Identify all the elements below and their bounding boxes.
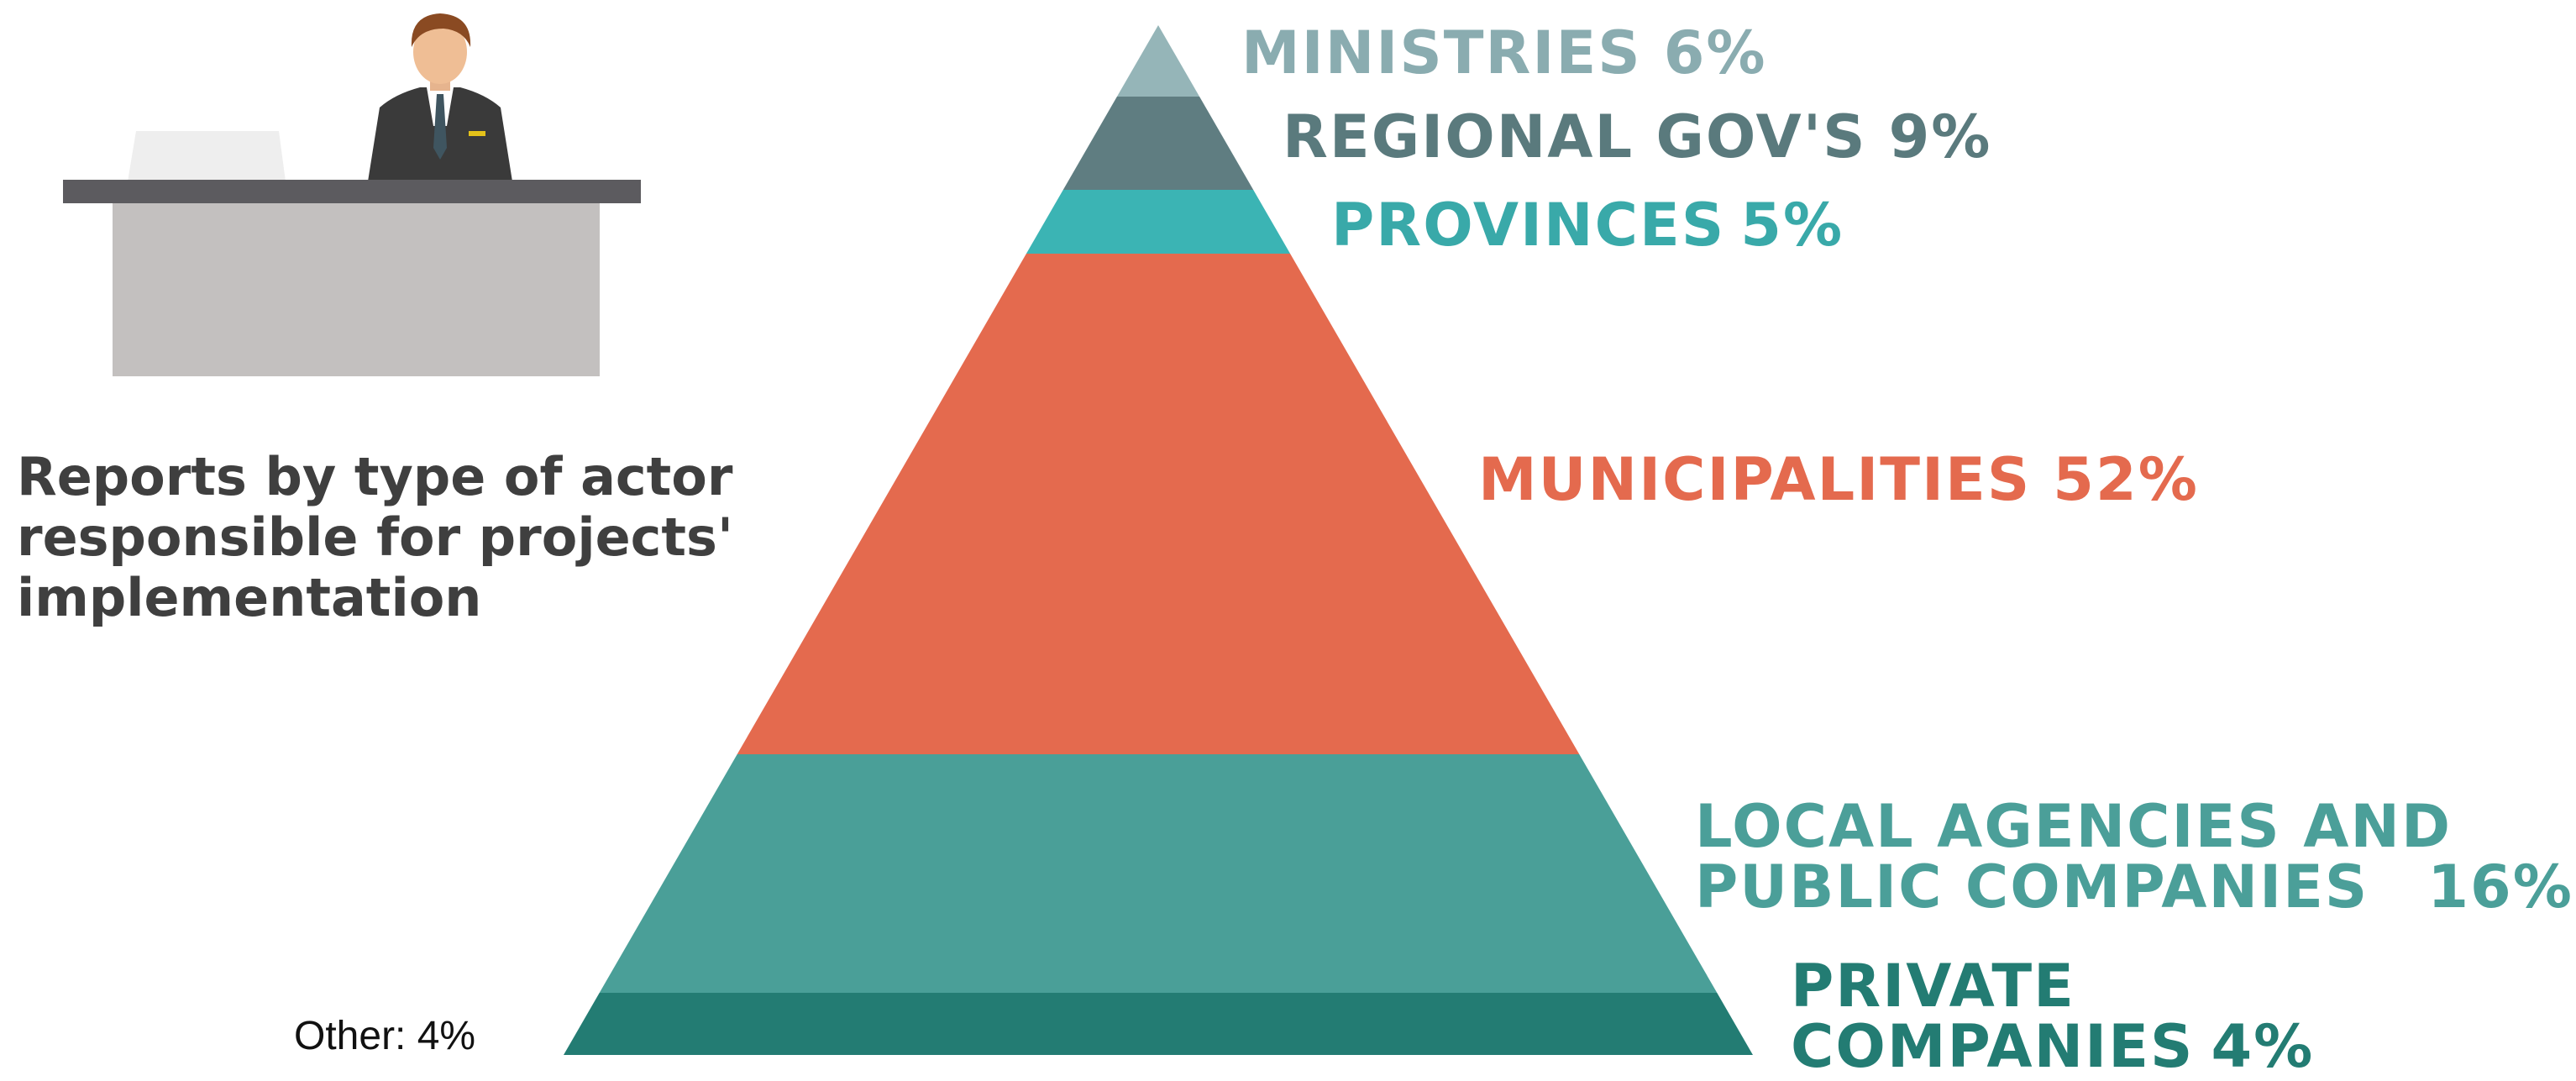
pyramid-tier-provinces bbox=[1026, 190, 1291, 254]
subtitle-line-2: responsible for projects' bbox=[17, 506, 733, 568]
pyramid-tier-local bbox=[599, 754, 1718, 993]
label-provinces-name: PROVINCES bbox=[1331, 191, 1726, 260]
clerk-face bbox=[413, 20, 467, 84]
label-provinces-value: 5% bbox=[1740, 191, 1844, 260]
clerk-badge bbox=[469, 131, 485, 136]
label-local-name-line-1: LOCAL AGENCIES AND bbox=[1695, 792, 2453, 861]
subtitle-line-1: Reports by type of actor bbox=[17, 446, 733, 507]
label-provinces: PROVINCES 5% bbox=[1331, 196, 1844, 255]
pyramid-tier-ministries bbox=[1116, 25, 1200, 97]
label-municipalities-value: 52% bbox=[2053, 445, 2199, 514]
subtitle-line-3: implementation bbox=[17, 567, 482, 628]
desk-sign bbox=[128, 131, 286, 181]
label-private-value: 4% bbox=[2211, 1012, 2315, 1081]
label-municipalities-name: MUNICIPALITIES bbox=[1478, 445, 2032, 514]
label-local-agencies: LOCAL AGENCIES AND PUBLIC COMPANIES 16% bbox=[1695, 796, 2573, 917]
label-ministries-value: 6% bbox=[1663, 18, 1767, 87]
label-municipalities: MUNICIPALITIES 52% bbox=[1478, 450, 2199, 509]
label-regional-name: REGIONAL GOV'S bbox=[1283, 102, 1867, 171]
label-private-name-line-2: COMPANIES bbox=[1791, 1012, 2195, 1081]
label-regional-value: 9% bbox=[1888, 102, 1992, 171]
label-private-name-line-1: PRIVATE bbox=[1791, 952, 2075, 1021]
desk-front bbox=[113, 203, 600, 376]
label-ministries-name: MINISTRIES bbox=[1241, 18, 1642, 87]
pyramid-tier-private bbox=[564, 993, 1753, 1055]
clerk-tie bbox=[433, 94, 447, 160]
label-local-value: 16% bbox=[2427, 853, 2573, 921]
clerk-hair bbox=[411, 13, 471, 47]
clerk-at-desk-illustration bbox=[63, 13, 641, 376]
pyramid-tier-regional bbox=[1062, 97, 1254, 190]
label-ministries: MINISTRIES 6% bbox=[1241, 24, 1767, 82]
pyramid-tier-municipalities bbox=[737, 254, 1580, 754]
label-regional-govs: REGIONAL GOV'S 9% bbox=[1283, 108, 1991, 166]
label-other: Other: 4% bbox=[294, 1014, 476, 1058]
chart-subtitle: Reports by type of actor responsible for… bbox=[17, 446, 733, 628]
clerk-figure bbox=[368, 13, 512, 181]
desk-top bbox=[63, 180, 641, 203]
label-local-name-line-2: PUBLIC COMPANIES bbox=[1695, 853, 2369, 921]
label-private-companies: PRIVATE COMPANIES 4% bbox=[1791, 956, 2314, 1077]
